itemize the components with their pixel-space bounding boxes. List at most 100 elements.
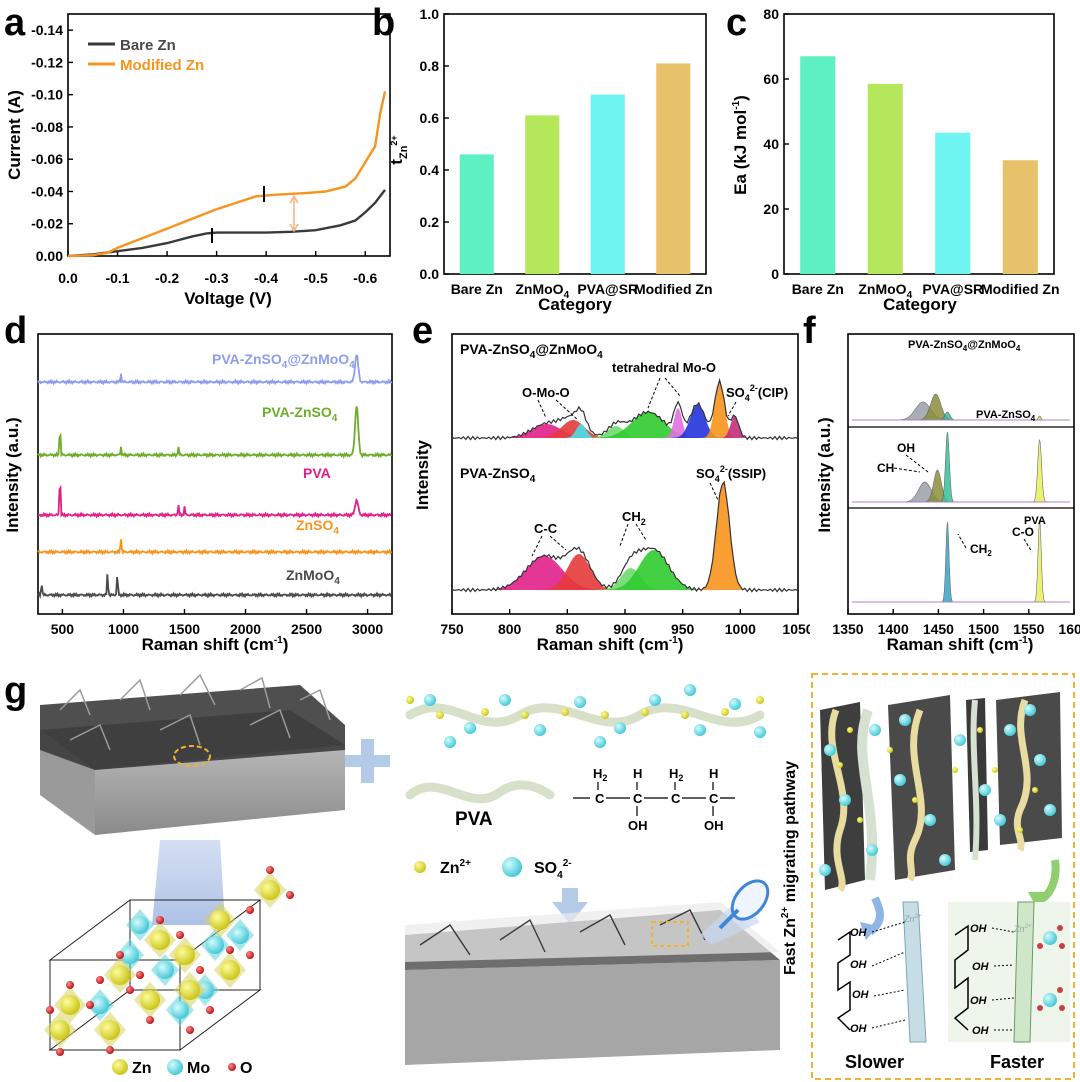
o-atom bbox=[226, 946, 234, 954]
plot-frame-d bbox=[37, 333, 393, 615]
so4-ion bbox=[594, 736, 606, 748]
category-label: Bare Zn bbox=[792, 281, 844, 297]
o-atom bbox=[156, 916, 164, 924]
ytick-label-a: 0.00 bbox=[36, 248, 63, 264]
slower-zn-label: Zn2+ bbox=[903, 914, 922, 924]
box-so4-ion bbox=[1004, 724, 1016, 736]
legend-o: O bbox=[240, 1060, 252, 1077]
peak-f-bot-1 bbox=[1032, 519, 1047, 603]
box-so4-ion bbox=[1044, 804, 1056, 816]
zn-atom bbox=[260, 880, 280, 900]
envelope-e-bot bbox=[451, 480, 799, 593]
bar-0 bbox=[800, 56, 836, 274]
arrow-faster-head bbox=[1028, 892, 1046, 910]
slower-oh-4: OH bbox=[850, 1023, 868, 1035]
plot-frame-b bbox=[443, 13, 707, 275]
panel-label-a: a bbox=[4, 2, 26, 44]
zn-ion bbox=[681, 711, 689, 719]
slower-channel bbox=[902, 901, 927, 1043]
xtick-label-d: 2000 bbox=[230, 621, 261, 637]
category-label: ZnMoO4 bbox=[858, 281, 912, 301]
peak-e-top-1 bbox=[524, 420, 622, 438]
ylabel-a: Current (A) bbox=[5, 90, 24, 180]
plus-icon bbox=[345, 739, 390, 783]
mo-atom bbox=[206, 936, 224, 954]
label-d-pva: PVA bbox=[303, 465, 331, 481]
ytick-label-a: -0.02 bbox=[31, 216, 63, 232]
annot-omo: O-Mo-O bbox=[522, 385, 570, 400]
zn-ion-ball bbox=[414, 861, 426, 873]
o-atom bbox=[286, 891, 294, 899]
xlabel-b: Category bbox=[538, 295, 612, 314]
ytick-label: 0 bbox=[771, 266, 779, 282]
zn-ion bbox=[561, 708, 569, 716]
so4-ion bbox=[729, 698, 741, 710]
slower-backbone bbox=[836, 930, 851, 1031]
annot-tetra: tetrahedral Mo-O bbox=[612, 360, 716, 375]
gap-arrow-heads bbox=[289, 194, 299, 233]
pva-chain bbox=[405, 780, 555, 804]
zn-ion bbox=[481, 708, 489, 716]
xtick-label-a: -0.5 bbox=[304, 270, 328, 286]
box-zn-ion bbox=[912, 797, 918, 803]
chart-f: 1350 1400 1450 1500 1550 1600 PVA-ZnSO4@ZnMoO… bbox=[815, 333, 1080, 654]
box-so4-ion bbox=[1034, 754, 1046, 766]
zn-atom bbox=[210, 910, 230, 930]
pva-formula: C C C C H2 H H2 H OH OH bbox=[573, 766, 735, 833]
zn-atom bbox=[100, 1020, 120, 1040]
peak-e-bot-0 bbox=[468, 556, 621, 590]
box-so4-ion bbox=[979, 784, 991, 796]
o-atom bbox=[176, 931, 184, 939]
box-so4-ion bbox=[894, 774, 906, 786]
bar-1 bbox=[525, 115, 560, 275]
category-label: Modified Zn bbox=[981, 281, 1060, 297]
svg-text:OH: OH bbox=[704, 818, 724, 833]
category-label: Bare Zn bbox=[451, 281, 503, 297]
zoom-beam bbox=[152, 840, 225, 925]
ylabel-c: Ea (kJ mol-1) bbox=[731, 95, 750, 195]
o-atom bbox=[206, 1006, 214, 1014]
annot-f-co: C-O bbox=[1012, 525, 1034, 539]
panel-label-g: g bbox=[4, 670, 28, 712]
chart-d: 500 1000 1500 2000 2500 3000 PVA-ZnSO4@ZnMoO4… bbox=[3, 333, 393, 654]
bar-2 bbox=[935, 132, 971, 274]
zn-ion bbox=[756, 696, 764, 704]
so4-ion bbox=[499, 694, 511, 706]
plot-frame-a bbox=[67, 13, 391, 257]
xlabel-f: Raman shift (cm-1) bbox=[887, 635, 1034, 654]
faster-backbone bbox=[953, 924, 969, 1031]
so4-ion bbox=[464, 722, 476, 734]
so4-ion bbox=[614, 722, 626, 734]
label-e-bottom: PVA-ZnSO4 bbox=[460, 465, 536, 485]
xtick-label-d: 3000 bbox=[352, 621, 383, 637]
xlabel-d: Raman shift (cm-1) bbox=[142, 635, 289, 654]
zn-atom bbox=[180, 980, 200, 1000]
box-zn-ion bbox=[977, 727, 983, 733]
box-so4-ion bbox=[1024, 704, 1036, 716]
xtick-label-f: 1550 bbox=[1013, 621, 1044, 637]
box-so4-ion bbox=[924, 814, 936, 826]
peak-e-top-2 bbox=[560, 424, 602, 438]
box-zn-ion bbox=[837, 762, 843, 768]
mo-atom bbox=[231, 926, 249, 944]
annot-f-ch: CH bbox=[877, 461, 894, 475]
magnifier-icon bbox=[700, 879, 770, 945]
o-atom bbox=[246, 906, 254, 914]
zn-atom bbox=[140, 990, 160, 1010]
annot-cc: C-C bbox=[534, 521, 558, 536]
xtick-label-d: 2500 bbox=[291, 621, 322, 637]
o-atom bbox=[66, 981, 74, 989]
ytick-label-a: -0.04 bbox=[31, 183, 63, 199]
xtick-label-e: 900 bbox=[613, 621, 637, 637]
peak-e-bot-1 bbox=[530, 554, 628, 590]
pva-chain-ions bbox=[405, 703, 765, 727]
so4-ion bbox=[684, 684, 696, 696]
faster-zn-label: Zn2+ bbox=[1013, 924, 1032, 934]
down-arrow-icon bbox=[552, 888, 588, 924]
chart-a: 0.0 -0.1 -0.2 -0.3 -0.4 -0.5 -0.6 0.00 -0.02 -0.0… bbox=[5, 13, 391, 308]
so4-ion bbox=[649, 694, 661, 706]
svg-text:C: C bbox=[709, 791, 719, 806]
xtick-label-e: 800 bbox=[498, 621, 522, 637]
mo-atom bbox=[156, 961, 174, 979]
xtick-label-a: -0.6 bbox=[353, 270, 377, 286]
